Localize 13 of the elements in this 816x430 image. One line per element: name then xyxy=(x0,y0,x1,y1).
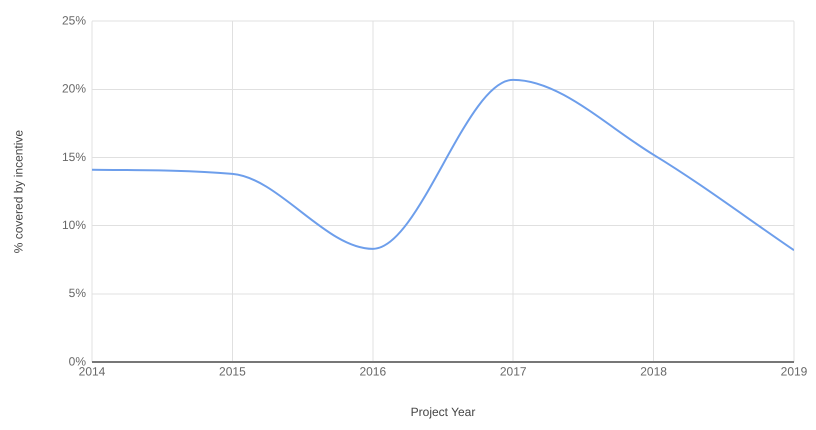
y-tick-label: 15% xyxy=(62,150,86,164)
y-tick-label: 5% xyxy=(68,286,86,300)
x-tick-label: 2018 xyxy=(640,364,668,379)
x-tick-label: 2016 xyxy=(359,364,386,379)
y-axis-title: % covered by incentive xyxy=(12,130,26,254)
x-tick-label: 2015 xyxy=(219,364,246,379)
x-tick-label: 2017 xyxy=(500,364,527,379)
y-tick-label: 25% xyxy=(62,14,86,28)
y-tick-label: 20% xyxy=(62,82,86,96)
line-series xyxy=(92,78,794,252)
x-tick-label: 2019 xyxy=(780,364,808,379)
y-tick-label: 10% xyxy=(62,218,86,232)
x-axis-title: Project Year xyxy=(410,405,476,420)
